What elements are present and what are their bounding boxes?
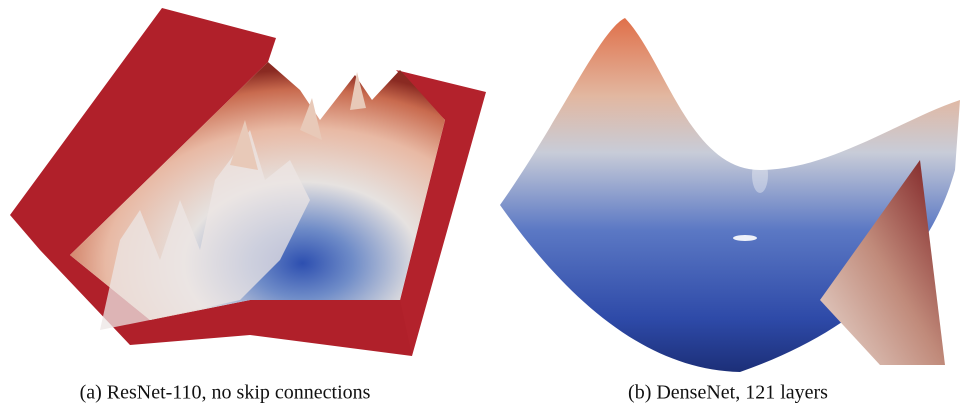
caption: (b) DenseNet, 121 layers (628, 382, 828, 404)
highlight (752, 157, 768, 193)
spikes (230, 72, 366, 170)
plane-edge (396, 70, 486, 356)
surface-flap (820, 160, 945, 365)
surface-b (500, 18, 960, 372)
surface-a (10, 8, 486, 356)
highlight (733, 235, 757, 241)
plane-edge (10, 8, 412, 356)
caption: (a) ResNet-110, no skip connections (80, 382, 371, 404)
peaks (100, 130, 310, 330)
